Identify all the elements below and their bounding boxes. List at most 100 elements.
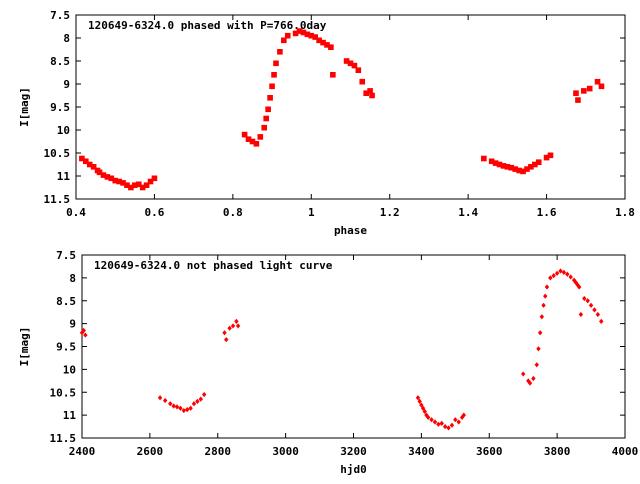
data-point: [198, 396, 203, 402]
data-point: [222, 330, 227, 336]
data-point: [273, 60, 279, 67]
data-point: [263, 115, 269, 122]
y-tick-label: 11: [63, 409, 77, 422]
data-point: [257, 134, 264, 140]
data-point: [224, 337, 229, 343]
data-point: [419, 402, 424, 408]
data-point: [185, 407, 190, 413]
data-point: [442, 423, 448, 430]
data-point: [188, 405, 193, 411]
data-point: [112, 177, 119, 184]
y-tick-label: 10.5: [50, 386, 77, 399]
data-point: [417, 398, 422, 404]
x-tick-label: 2600: [137, 445, 164, 458]
data-point: [449, 422, 455, 428]
data-point: [547, 152, 554, 159]
data-point: [108, 175, 115, 182]
data-point: [151, 175, 158, 182]
y-tick-label: 7.5: [50, 9, 70, 22]
x-tick-label: 4000: [612, 445, 639, 458]
y-tick-label: 10: [63, 363, 76, 376]
data-point: [456, 419, 461, 425]
data-series: [79, 28, 605, 191]
data-point: [536, 346, 541, 352]
data-point: [277, 49, 283, 55]
data-point: [195, 398, 200, 404]
data-point: [90, 164, 97, 170]
data-point: [425, 414, 431, 421]
data-point: [351, 62, 358, 69]
data-point: [439, 420, 444, 426]
data-point: [551, 272, 556, 279]
data-point: [171, 403, 176, 409]
data-point: [363, 90, 369, 96]
data-point: [312, 34, 319, 40]
data-point: [422, 408, 427, 415]
data-point: [157, 395, 163, 401]
data-point: [132, 182, 138, 188]
x-tick-label: 1.2: [380, 206, 400, 219]
data-point: [304, 31, 311, 38]
data-point: [308, 32, 315, 39]
data-point: [81, 327, 86, 334]
data-point: [178, 405, 183, 411]
data-point: [330, 72, 336, 78]
x-tick-label: 3400: [408, 445, 435, 458]
x-axis-label: hjd0: [340, 463, 367, 476]
data-point: [86, 161, 93, 168]
y-axis-label: I[mag]: [18, 87, 31, 127]
data-point: [544, 284, 550, 290]
x-tick-label: 3800: [544, 445, 571, 458]
data-point: [558, 268, 563, 274]
data-point: [446, 425, 451, 431]
data-point: [582, 295, 587, 302]
data-point: [267, 95, 273, 101]
data-point: [535, 159, 542, 165]
x-axis-label: phase: [334, 224, 367, 237]
data-point: [281, 37, 287, 44]
data-point: [227, 325, 232, 331]
data-point: [245, 136, 252, 142]
data-point: [576, 284, 582, 290]
data-point: [168, 401, 173, 407]
data-point: [83, 332, 88, 338]
data-point: [79, 330, 85, 336]
y-tick-label: 11.5: [50, 432, 77, 445]
data-point: [481, 155, 487, 162]
data-point: [369, 92, 375, 99]
y-tick-label: 7.5: [56, 249, 76, 262]
y-tick-label: 8.5: [56, 295, 76, 308]
data-point: [461, 412, 466, 418]
data-point: [575, 282, 580, 288]
data-point: [96, 169, 103, 176]
chart-title: 120649-6324.0 not phased light curve: [94, 259, 333, 272]
data-point: [512, 166, 518, 172]
data-point: [104, 174, 111, 180]
data-point: [367, 88, 373, 94]
data-point: [581, 88, 587, 94]
y-tick-label: 10: [57, 124, 70, 137]
data-point: [534, 362, 539, 368]
data-point: [496, 161, 503, 168]
data-point: [516, 167, 522, 174]
data-point: [415, 395, 421, 401]
data-point: [296, 28, 303, 34]
data-point: [201, 391, 207, 398]
y-tick-label: 8: [63, 32, 70, 45]
y-tick-label: 9: [69, 318, 76, 331]
data-point: [532, 161, 538, 168]
data-point: [359, 78, 366, 85]
data-point: [116, 178, 122, 185]
data-point: [554, 270, 560, 276]
data-point: [594, 78, 601, 85]
data-point: [578, 311, 584, 318]
y-tick-label: 8.5: [50, 55, 70, 68]
data-point: [328, 44, 334, 50]
data-point: [271, 72, 277, 78]
data-point: [492, 160, 499, 166]
data-point: [528, 164, 534, 170]
data-point: [83, 158, 89, 165]
data-point: [543, 293, 548, 299]
